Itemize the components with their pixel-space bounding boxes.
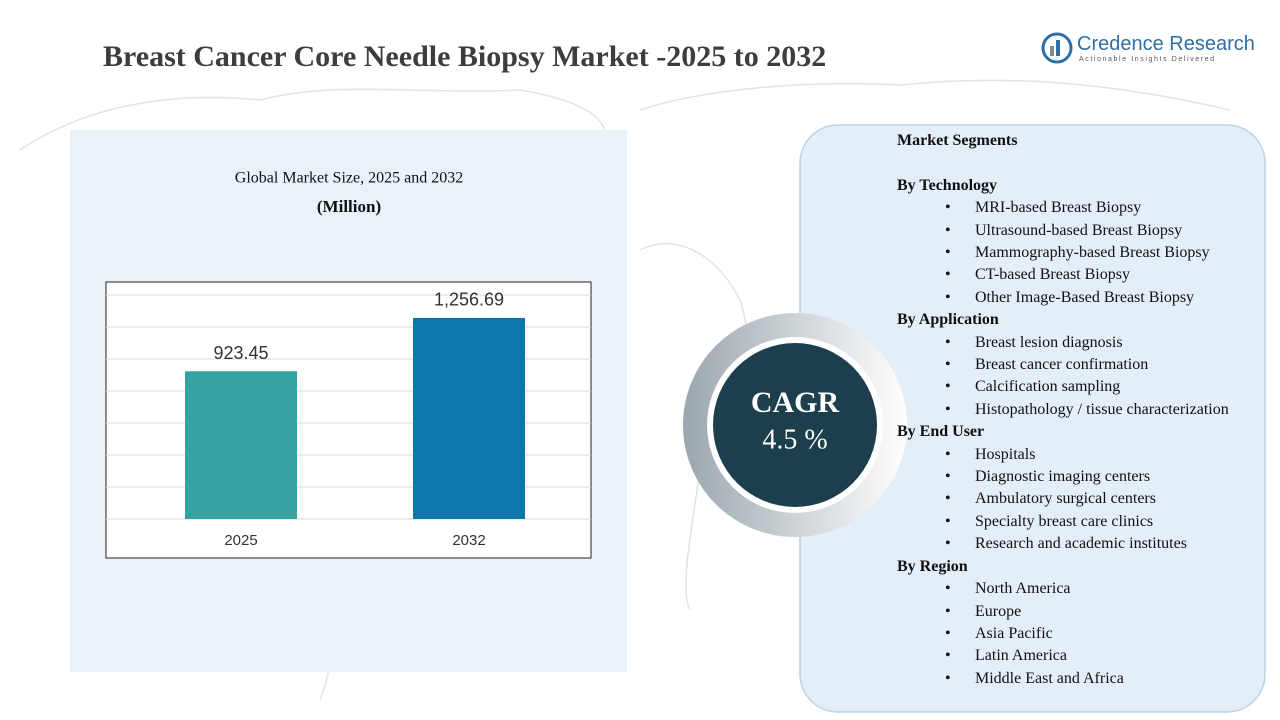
segment-heading: By Technology [897, 176, 998, 194]
plot: 2025 923.45 2032 1,256.69 [106, 290, 591, 549]
logo-tagline: Actionable Insights Delivered [1079, 56, 1216, 63]
x-tick-label: 2032 [452, 532, 485, 549]
segments: Market Segments By Technology MRI-based B… [897, 130, 1257, 691]
segment-item: Asia Pacific [945, 623, 1257, 646]
segment-item: Specialty breast care clinics [945, 511, 1257, 534]
segment-list: HospitalsDiagnostic imaging centersAmbul… [897, 444, 1257, 556]
logo-name: Credence Research [1077, 33, 1255, 55]
segment-item: Research and academic institutes [945, 533, 1257, 556]
segment-item: Latin America [945, 645, 1257, 668]
segment-item: Mammography-based Breast Biopsy [945, 242, 1257, 265]
chart-subtitle: (Million) [317, 197, 381, 216]
value-label: 1,256.69 [434, 290, 504, 310]
bar [185, 371, 297, 519]
segment-list: Breast lesion diagnosisBreast cancer con… [897, 332, 1257, 422]
segment-heading: By End User [897, 423, 985, 441]
segments-title: Market Segments [897, 132, 1018, 149]
segment-item: Breast cancer confirmation [945, 354, 1257, 377]
bar [413, 317, 525, 519]
segment-item: Calcification sampling [945, 376, 1257, 399]
chart-title: Global Market Size, 2025 and 2032 [235, 170, 463, 187]
segment-heading: By Region [897, 557, 968, 575]
spacer [897, 152, 1257, 174]
logo-icon [1041, 32, 1073, 64]
segment-item: MRI-based Breast Biopsy [945, 197, 1257, 220]
segment-item: Ultrasound-based Breast Biopsy [945, 220, 1257, 243]
segment-list: North AmericaEuropeAsia PacificLatin Ame… [897, 578, 1257, 690]
segment-item: Other Image-Based Breast Biopsy [945, 287, 1257, 310]
segment-item: Histopathology / tissue characterization [945, 399, 1257, 422]
segment-item: Hospitals [945, 444, 1257, 467]
cagr-circle [713, 343, 877, 507]
segment-item: CT-based Breast Biopsy [945, 264, 1257, 287]
page-title: Breast Cancer Core Needle Biopsy Market … [103, 40, 827, 73]
cagr-label: CAGR [751, 386, 840, 419]
segment-item: Ambulatory surgical centers [945, 488, 1257, 511]
segment-item: Middle East and Africa [945, 668, 1257, 691]
x-tick-label: 2025 [224, 532, 257, 549]
value-label: 923.45 [213, 343, 268, 363]
segment-item: Breast lesion diagnosis [945, 332, 1257, 355]
segment-item: North America [945, 578, 1257, 601]
segment-list: MRI-based Breast BiopsyUltrasound-based … [897, 197, 1257, 309]
segment-item: Europe [945, 601, 1257, 624]
segment-item: Diagnostic imaging centers [945, 466, 1257, 489]
segment-heading: By Application [897, 311, 999, 329]
cagr-value: 4.5 % [762, 424, 827, 455]
